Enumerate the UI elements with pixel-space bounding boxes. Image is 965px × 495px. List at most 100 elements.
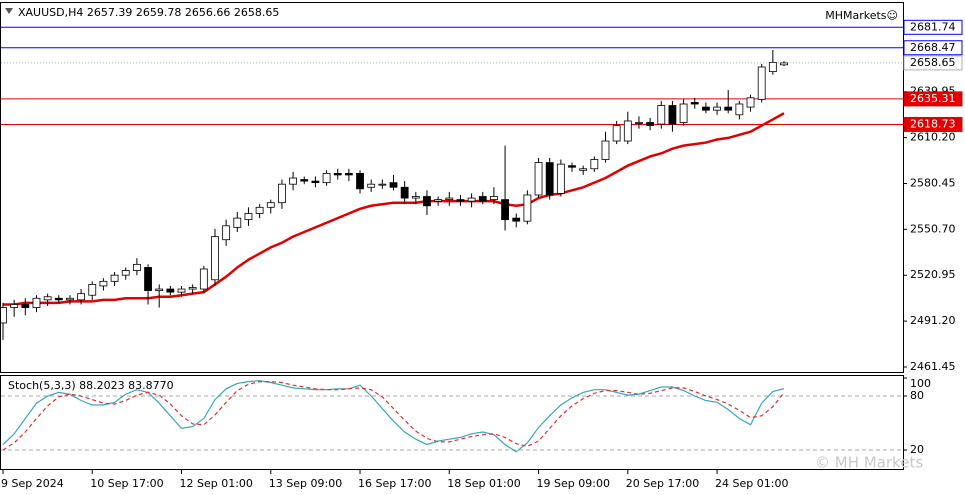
y-tick-label: 2580.45: [910, 176, 956, 189]
candle-body: [333, 172, 342, 176]
candle-body: [356, 172, 364, 190]
candle-body: [1, 307, 7, 324]
y-tick-label: 2491.20: [910, 314, 956, 327]
candle-body: [322, 172, 331, 184]
candle-body: [601, 140, 610, 160]
x-tick-label: 16 Sep 17:00: [358, 477, 431, 490]
candle-body: [523, 194, 532, 222]
candle-body: [590, 159, 599, 170]
candle-body: [635, 122, 643, 124]
candle-body: [289, 177, 297, 185]
candle-body: [54, 297, 63, 301]
candle-body: [344, 172, 353, 176]
candle-body: [367, 183, 376, 188]
y-tick-label: 2520.95: [910, 268, 956, 281]
x-tick-label: 24 Sep 01:00: [715, 477, 788, 490]
candle-body: [490, 196, 498, 201]
level-label: 2668.47: [910, 41, 956, 54]
candle-body: [32, 297, 41, 308]
candle-body: [612, 125, 621, 142]
watermark: © MH Markets: [815, 454, 923, 472]
candle-body: [657, 105, 666, 125]
candle-body: [199, 268, 208, 290]
candle-body: [579, 168, 588, 171]
plot-area: [1, 26, 903, 340]
candle-body: [411, 196, 420, 199]
candle-body: [188, 287, 197, 290]
candle-body: [88, 284, 97, 296]
stoch-line: [2, 380, 785, 453]
candle-body: [378, 183, 387, 186]
candle-body: [400, 186, 409, 199]
candle-body: [278, 183, 286, 204]
candle-body: [467, 197, 476, 202]
y-tick-label: 2610.20: [910, 131, 956, 144]
x-tick-label: 19 Sep 09:00: [537, 477, 610, 490]
level-label: 2618.73: [910, 117, 956, 130]
candle-body: [144, 267, 152, 291]
candle-body: [545, 162, 554, 196]
y-tick-label: 20: [910, 443, 924, 456]
candle-body: [222, 225, 231, 241]
level-label: 2658.65: [910, 56, 956, 69]
x-tick-label: 9 Sep 2024: [1, 477, 64, 490]
candle-body: [300, 179, 309, 182]
candle-body: [568, 165, 576, 168]
candle-body: [534, 162, 543, 196]
candle-body: [233, 217, 242, 228]
x-tick-label: 13 Sep 09:00: [269, 477, 342, 490]
candle-body: [768, 61, 777, 73]
candle-body: [77, 293, 85, 301]
candle-body: [735, 103, 744, 116]
x-tick-label: 18 Sep 01:00: [447, 477, 520, 490]
candle-body: [423, 196, 431, 207]
candle-body: [456, 199, 465, 202]
candle-body: [646, 122, 655, 126]
branding: MHMarkets☺: [825, 9, 898, 22]
level-label-box: [903, 19, 963, 35]
y-tick-label: 80: [910, 389, 924, 402]
symbol-icon: [5, 8, 13, 14]
candle-body: [757, 66, 766, 100]
level-label: 2681.74: [910, 20, 956, 33]
x-tick-label: 12 Sep 01:00: [180, 477, 253, 490]
candle-body: [99, 280, 108, 287]
x-tick-label: 10 Sep 17:00: [90, 477, 163, 490]
candle-body: [121, 270, 130, 276]
candle-body: [110, 274, 119, 282]
level-label-box: [903, 116, 963, 132]
main-panel: [0, 2, 904, 373]
candle-body: [690, 102, 699, 105]
candle-body: [211, 236, 219, 281]
candle-body: [702, 106, 710, 111]
candle-body: [311, 180, 320, 184]
level-label-box: [903, 40, 963, 56]
chart-title: XAUUSD,H4 2657.39 2659.78 2656.66 2658.6…: [18, 6, 279, 19]
candle-body: [780, 62, 788, 66]
candle-body: [434, 199, 443, 202]
candle-body: [244, 213, 253, 221]
candle-body: [132, 263, 141, 271]
candle-body: [478, 196, 487, 202]
candle-body: [724, 106, 733, 111]
candle-body: [266, 202, 275, 208]
level-label-box: [903, 55, 963, 71]
candle-body: [43, 296, 52, 301]
candle-body: [668, 105, 677, 125]
candle-body: [21, 304, 30, 308]
candle-body: [713, 106, 721, 111]
candle-body: [512, 217, 521, 222]
y-tick-label: 100: [910, 377, 931, 390]
candle-body: [556, 163, 565, 194]
candle-body: [501, 199, 509, 221]
candle-body: [255, 206, 264, 214]
candle-body: [445, 197, 454, 201]
y-tick-label: 2550.70: [910, 222, 956, 235]
stoch-panel: [0, 375, 904, 470]
level-label-box: [903, 91, 963, 107]
candle-body: [155, 288, 164, 291]
candle-body: [679, 103, 688, 123]
moving-average: [3, 112, 785, 306]
